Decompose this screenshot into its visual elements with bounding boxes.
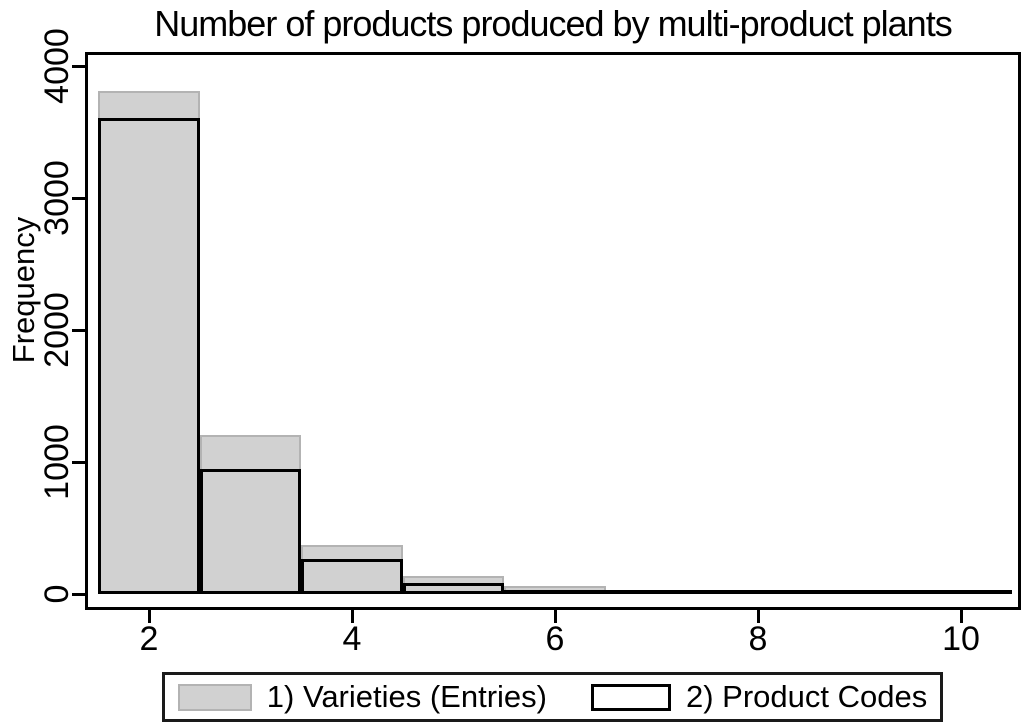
bar-product-codes-8 xyxy=(707,590,809,594)
y-tick-label: 2000 xyxy=(37,292,76,368)
bar-product-codes-2 xyxy=(98,118,200,594)
x-tick-label: 4 xyxy=(342,619,362,658)
bars-layer xyxy=(88,55,1018,594)
bar-product-codes-4 xyxy=(301,558,403,594)
x-tick-label: 6 xyxy=(545,619,565,658)
bar-product-codes-7 xyxy=(605,590,708,594)
x-tick-label: 8 xyxy=(748,619,768,658)
x-tick-mark xyxy=(350,610,354,623)
bar-product-codes-6 xyxy=(504,590,606,594)
legend-label-2: 2) Product Codes xyxy=(686,679,928,714)
y-tick-label: 0 xyxy=(37,584,76,604)
x-tick-label: 10 xyxy=(942,619,980,658)
x-tick-mark xyxy=(756,610,760,623)
x-tick-label: 2 xyxy=(139,619,159,658)
y-tick-mark xyxy=(72,592,85,596)
y-tick-mark xyxy=(72,328,85,332)
y-tick-mark xyxy=(72,64,85,68)
plot-area xyxy=(85,52,1021,610)
x-tick-mark xyxy=(959,610,963,623)
y-tick-label: 4000 xyxy=(37,28,76,104)
bar-product-codes-9 xyxy=(808,590,911,594)
legend-label-1: 1) Varieties (Entries) xyxy=(266,679,547,714)
y-tick-mark xyxy=(72,196,85,200)
legend-swatch-gray-fill xyxy=(177,683,252,711)
y-tick-label: 1000 xyxy=(37,424,76,500)
legend-item-1: 1) Varieties (Entries) xyxy=(177,679,547,715)
bar-product-codes-5 xyxy=(402,583,505,594)
y-tick-mark xyxy=(72,460,85,464)
y-tick-label: 3000 xyxy=(37,160,76,236)
x-tick-mark xyxy=(147,610,151,623)
bar-product-codes-10 xyxy=(910,590,1012,594)
legend-swatch-black-outline xyxy=(591,683,671,711)
legend-item-2: 2) Product Codes xyxy=(591,679,927,715)
legend: 1) Varieties (Entries) 2) Product Codes xyxy=(162,672,943,722)
bar-product-codes-3 xyxy=(199,468,302,594)
x-tick-mark xyxy=(553,610,557,623)
chart-title: Number of products produced by multi-pro… xyxy=(154,3,952,44)
